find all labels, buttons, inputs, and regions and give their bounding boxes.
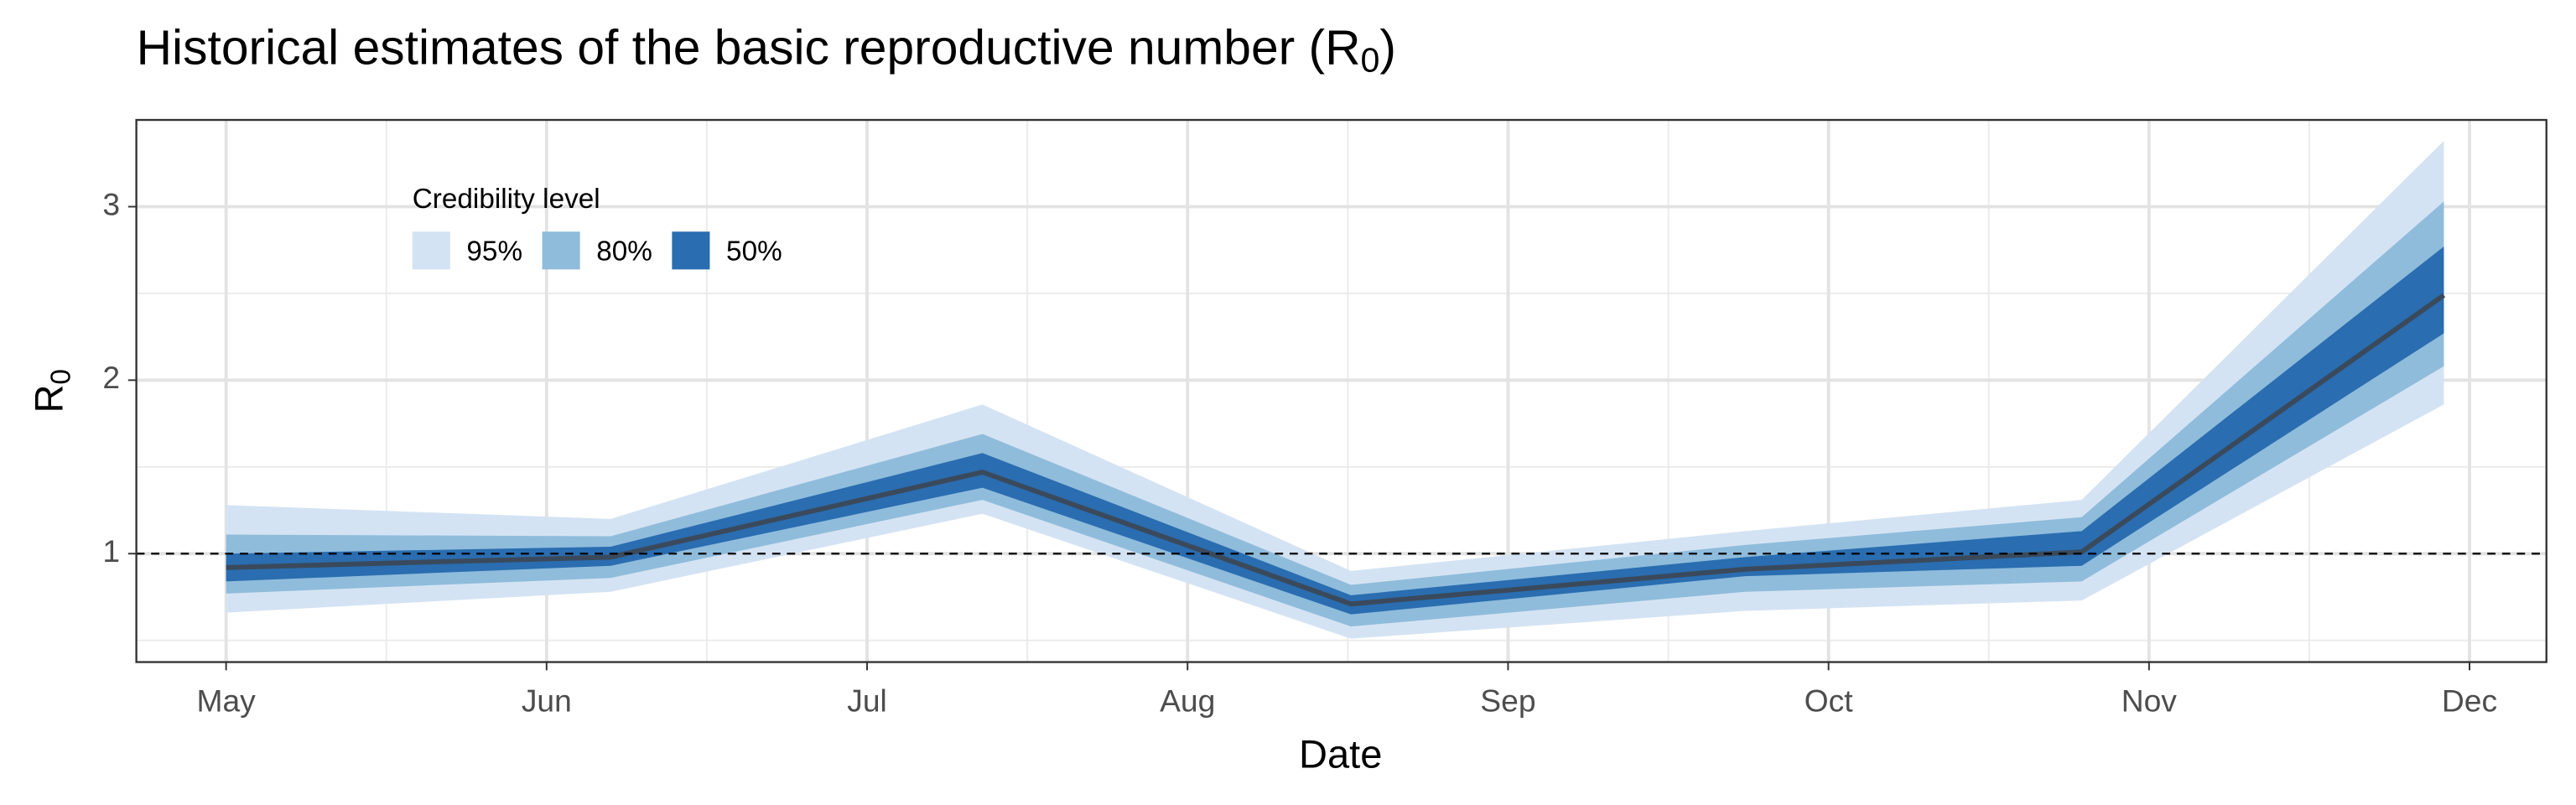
- y-tick-label: 3: [102, 186, 120, 221]
- title-subscript: 0: [1361, 40, 1380, 79]
- x-tick-label: Jul: [847, 683, 887, 718]
- x-tick-label: Aug: [1160, 683, 1215, 718]
- legend-label: 95%: [466, 236, 522, 267]
- plot-border: [135, 118, 2547, 663]
- legend-title: Credibility level: [413, 184, 600, 215]
- y-tick-label: 1: [102, 533, 120, 569]
- x-tick-label: Oct: [1805, 683, 1854, 718]
- title-text: Historical estimates of the basic reprod…: [137, 20, 1361, 75]
- legend-swatch: [412, 231, 450, 270]
- x-tick-label: May: [196, 683, 256, 718]
- credibility-band: [226, 247, 2444, 615]
- x-axis-label: Date: [1299, 732, 1382, 776]
- legend-swatch: [542, 231, 580, 270]
- y-tick-label: 2: [102, 360, 120, 395]
- y-axis-label: R0: [27, 369, 76, 413]
- y-label-subscript: 0: [45, 369, 76, 385]
- x-tick-label: Dec: [2442, 683, 2497, 718]
- y-label-text: R: [27, 385, 71, 413]
- chart-title: Historical estimates of the basic reprod…: [137, 20, 1396, 79]
- legend-label: 80%: [596, 236, 652, 267]
- median-line: [226, 293, 2446, 607]
- legend-label: 50%: [726, 236, 782, 267]
- x-tick-label: Nov: [2122, 683, 2178, 718]
- x-tick-label: Sep: [1480, 683, 1535, 718]
- x-tick-label: Jun: [522, 683, 572, 718]
- title-text-end: ): [1379, 20, 1396, 75]
- legend-swatch: [672, 231, 710, 270]
